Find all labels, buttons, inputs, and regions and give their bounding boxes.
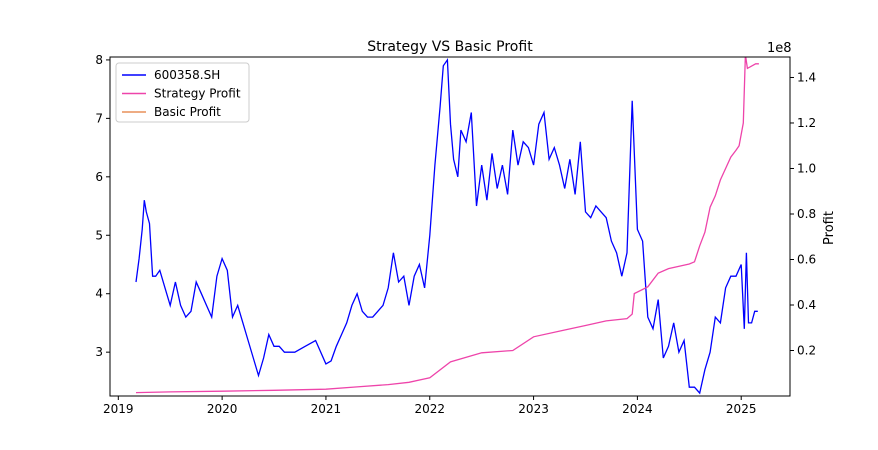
legend: 600358.SH Strategy Profit Basic Profit: [115, 62, 250, 123]
legend-label: 600358.SH: [154, 68, 220, 82]
y-left-tick-label: 6: [95, 170, 103, 184]
x-tick-label: 2020: [207, 402, 238, 416]
y-left-tick-label: 8: [95, 53, 103, 67]
y-axis-left: 3 4 5 6 7 8: [95, 53, 110, 359]
x-tick-label: 2021: [311, 402, 342, 416]
series-line-1: [135, 57, 759, 394]
legend-label: Strategy Profit: [154, 87, 241, 101]
y-right-tick-label: 0.6: [797, 252, 816, 266]
x-tick-label: 2025: [726, 402, 757, 416]
x-tick-label: 2024: [622, 402, 653, 416]
y-right-tick-label: 0.4: [797, 298, 816, 312]
legend-box: [115, 62, 250, 123]
y-left-tick-label: 3: [95, 345, 103, 359]
y-left-tick-label: 4: [95, 287, 103, 301]
plot-frame: [109, 56, 791, 397]
right-axis-multiplier: 1e8: [767, 41, 792, 56]
x-tick-label: 2023: [518, 402, 549, 416]
y-left-tick-label: 5: [95, 228, 103, 242]
right-axis-label: Profit: [822, 211, 837, 245]
plot-area: [109, 56, 791, 397]
x-tick-label: 2019: [103, 402, 134, 416]
legend-label: Basic Profit: [154, 105, 221, 119]
y-right-tick-label: 1.0: [797, 161, 816, 175]
y-right-tick-label: 1.2: [797, 116, 816, 130]
x-tick-label: 2022: [414, 402, 445, 416]
chart-title: Strategy VS Basic Profit: [367, 39, 533, 55]
y-axis-right: 0.2 0.4 0.6 0.8 1.0 1.2 1.4: [790, 70, 816, 357]
y-right-tick-label: 1.4: [797, 70, 816, 84]
series-line-0: [135, 57, 758, 395]
y-left-tick-label: 7: [95, 111, 103, 125]
y-right-tick-label: 0.8: [797, 207, 816, 221]
y-right-tick-label: 0.2: [797, 343, 816, 357]
x-axis: 2019 2020 2021 2022 2023 2024 2025: [103, 396, 756, 416]
